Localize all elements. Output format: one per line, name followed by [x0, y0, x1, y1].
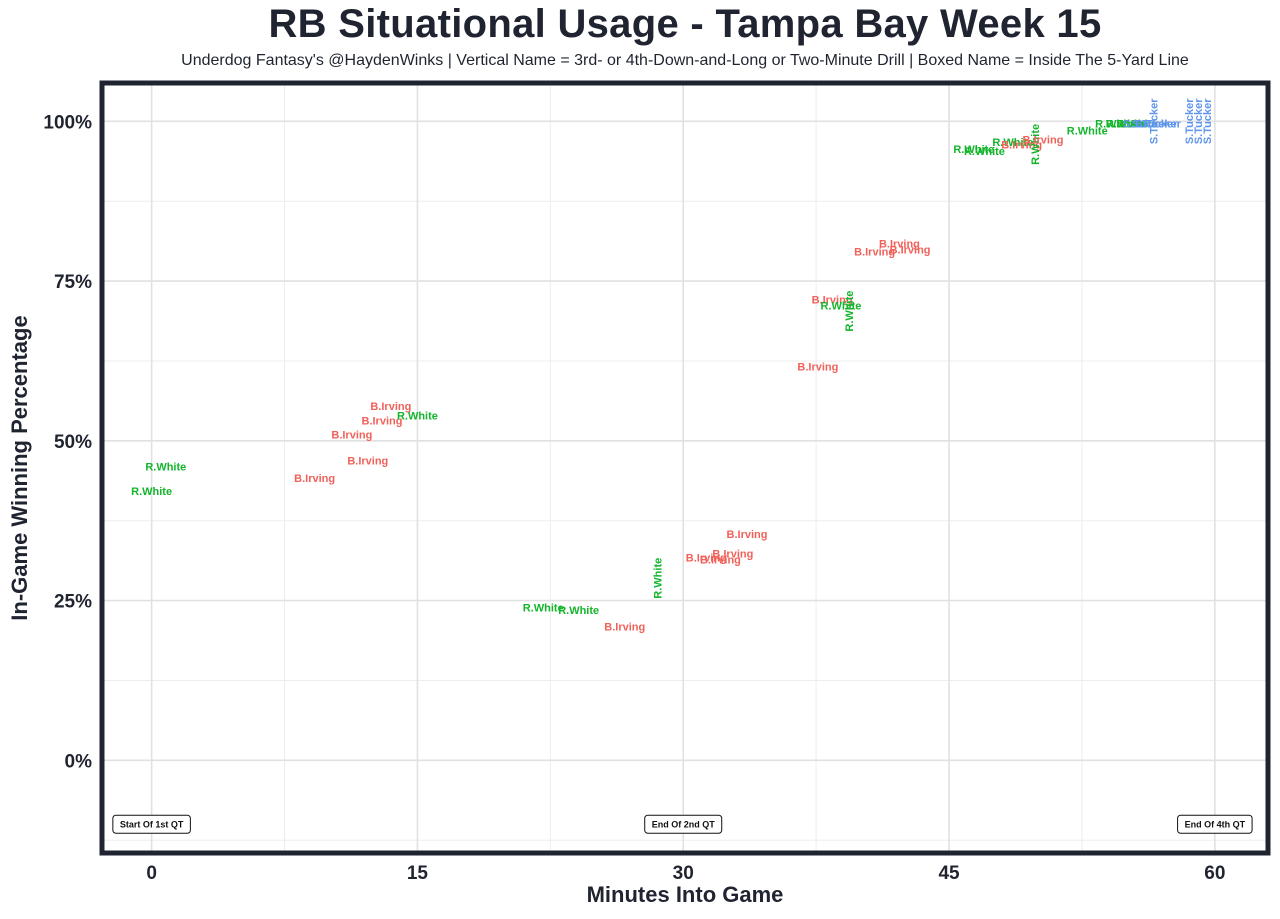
data-point-label: B.Irving	[712, 549, 753, 561]
quarter-annotations: Start Of 1st QT End Of 2nd QT End Of 4th Q…	[112, 814, 1253, 834]
data-point-label: R.White	[992, 137, 1033, 149]
data-point-label: R.White	[131, 486, 172, 498]
x-tick-label: 15	[407, 863, 429, 884]
quarter-annotation: End Of 4th QT	[1177, 814, 1253, 834]
data-point-label: R.White	[1116, 119, 1157, 131]
quarter-annotation-box	[112, 814, 191, 834]
data-point-label: S.Tucker	[1132, 119, 1178, 131]
data-point-label: B.Irving	[879, 239, 920, 251]
y-tick-label: 75%	[54, 272, 92, 293]
data-point-label: B.Irving	[362, 416, 403, 428]
quarter-annotation-box	[1177, 814, 1253, 834]
chart-title: RB Situational Usage - Tampa Bay Week 15	[268, 2, 1102, 46]
x-tick-label: 45	[938, 863, 960, 884]
y-axis-label: In-Game Winning Percentage	[7, 315, 32, 621]
y-tick-label: 0%	[65, 751, 93, 772]
x-tick-label: 30	[673, 863, 694, 884]
data-point-label: S.Tucker	[1135, 119, 1181, 131]
y-tick-label: 25%	[54, 592, 92, 613]
quarter-annotation-label: Start Of 1st QT	[120, 820, 184, 830]
data-point-label: R.White	[652, 558, 664, 599]
data-point-label: R.White	[397, 411, 438, 423]
x-tick-label: 0	[146, 863, 157, 884]
data-point-label: S.Tucker	[1193, 98, 1205, 144]
data-point-label: B.Irving	[890, 244, 931, 256]
data-point-label: B.Irving	[1022, 135, 1063, 147]
data-point-label: R.White	[1095, 119, 1136, 131]
quarter-annotation-label: End Of 4th QT	[1185, 820, 1246, 830]
y-tick-label: 100%	[43, 112, 92, 133]
data-point-label: R.White	[953, 144, 994, 156]
data-point-label: B.Irving	[700, 554, 741, 566]
data-point-label: B.Irving	[370, 401, 411, 413]
plot-frame	[99, 80, 1271, 856]
data-point-label: S.Tucker	[1123, 119, 1169, 131]
data-point-label: B.Irving	[331, 430, 372, 442]
x-axis-label: Minutes Into Game	[586, 882, 784, 907]
player-labels: R.WhiteR.WhiteB.IrvingB.IrvingB.IrvingB.…	[131, 98, 1214, 634]
data-point-label: B.Irving	[347, 455, 388, 467]
chart-subtitle: Underdog Fantasy's @HaydenWinks | Vertic…	[181, 52, 1189, 69]
data-point-label: R.White	[1067, 126, 1108, 138]
data-point-label: R.White	[558, 605, 599, 617]
data-point-label: B.Irving	[1001, 140, 1042, 152]
x-axis-ticks: 0 15 30 45 60	[146, 863, 1225, 884]
data-point-label: S.Tucker	[1184, 98, 1196, 144]
data-point-label: B.Irving	[727, 529, 768, 541]
data-point-label: B.Irving	[812, 294, 853, 306]
data-point-label: R.White	[145, 462, 186, 474]
data-point-label: B.Irving	[854, 246, 895, 258]
data-point-label: R.White	[964, 146, 1005, 158]
data-point-label: S.Tucker	[1149, 98, 1161, 144]
data-point-label: B.Irving	[797, 361, 838, 373]
x-tick-label: 60	[1204, 863, 1225, 884]
quarter-annotation: End Of 2nd QT	[644, 814, 723, 834]
data-point-label: B.Irving	[604, 621, 645, 633]
quarter-annotation-label: End Of 2nd QT	[652, 820, 715, 830]
data-point-label: B.Irving	[686, 552, 727, 564]
y-axis-ticks: 0% 25% 50% 75% 100%	[43, 112, 92, 772]
y-tick-label: 50%	[54, 432, 92, 453]
data-point-label: B.Irving	[294, 473, 335, 485]
grid-lines	[102, 83, 1268, 853]
data-point-label: R.White	[1030, 124, 1042, 165]
data-point-label: R.White	[523, 602, 564, 614]
data-point-label: S.Tucker	[1202, 98, 1214, 144]
quarter-annotation: Start Of 1st QT	[112, 814, 191, 834]
data-point-label: R.White	[1106, 119, 1147, 131]
quarter-annotation-box	[644, 814, 723, 834]
data-point-label: R.White	[820, 301, 861, 313]
data-point-label: R.White	[844, 291, 856, 332]
